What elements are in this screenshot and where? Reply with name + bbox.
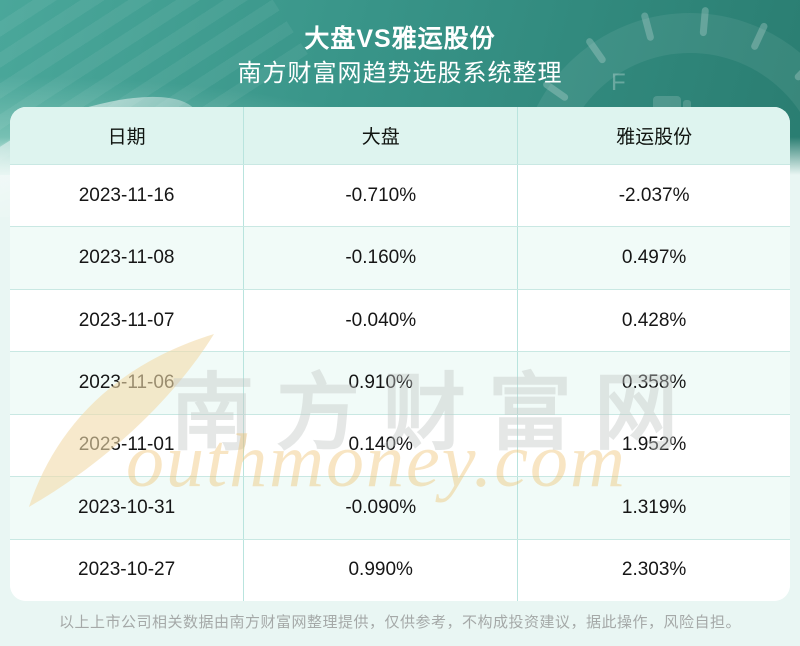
column-header: 大盘 (244, 107, 519, 164)
date-cell: 2023-10-31 (10, 477, 245, 539)
date-cell: 2023-11-08 (10, 227, 245, 289)
table-row: 2023-11-06 0.910% 0.358% (10, 351, 790, 414)
data-table: 日期 大盘 雅运股份 2023-11-16 -0.710% -2.037% 2023-11… (10, 107, 790, 601)
disclaimer-text: 以上上市公司相关数据由南方财富网整理提供，仅供参考，不构成投资建议，据此操作，风… (58, 614, 741, 631)
value-cell: 0.990% (244, 539, 519, 601)
table-row: 2023-10-31 -0.090% 1.319% (10, 476, 790, 539)
value-cell: -0.710% (244, 165, 519, 227)
title-line-1: 大盘VS雅运股份 (304, 25, 496, 53)
table-body: 2023-11-16 -0.710% -2.037% 2023-11-08 -0.160… (10, 164, 790, 601)
value-cell: 2.303% (621, 559, 687, 581)
table-row: 2023-11-08 -0.160% 0.497% (10, 226, 790, 289)
value-cell: 0.497% (621, 247, 687, 269)
value-cell: 1.319% (621, 496, 687, 518)
table-row: 2023-11-01 0.140% 1.952% (10, 413, 790, 477)
date-cell: 2023-11-01 (10, 414, 245, 477)
table-row: 2023-11-07 -0.040% 0.428% (10, 288, 790, 352)
date-cell: 2023-11-16 (10, 165, 245, 227)
title-line-2: 南方财富网趋势选股系统整理 (237, 60, 563, 87)
column-header: 日期 (10, 107, 245, 164)
value-cell: 0.140% (244, 414, 519, 477)
value-cell: 0.910% (244, 352, 519, 414)
svg-text:F: F (611, 69, 626, 96)
column-header: 雅运股份 (616, 127, 693, 148)
value-cell: -0.090% (244, 477, 519, 539)
table-row: 2023-11-16 -0.710% -2.037% (10, 164, 790, 227)
table-row: 2023-10-27 0.990% 2.303% (10, 538, 790, 601)
value-cell: 0.428% (621, 309, 687, 331)
value-cell: 1.952% (621, 434, 687, 456)
table-header-row: 日期 大盘 雅运股份 (10, 107, 790, 164)
date-cell: 2023-10-27 (10, 539, 245, 601)
date-cell: 2023-11-06 (10, 352, 245, 414)
value-cell: -0.040% (244, 289, 519, 352)
page-title: 大盘VS雅运股份 南方财富网趋势选股系统整理 (0, 23, 800, 90)
value-cell: -2.037% (618, 184, 690, 206)
value-cell: 0.358% (621, 371, 687, 393)
date-cell: 2023-11-07 (10, 289, 245, 352)
value-cell: -0.160% (244, 227, 519, 289)
